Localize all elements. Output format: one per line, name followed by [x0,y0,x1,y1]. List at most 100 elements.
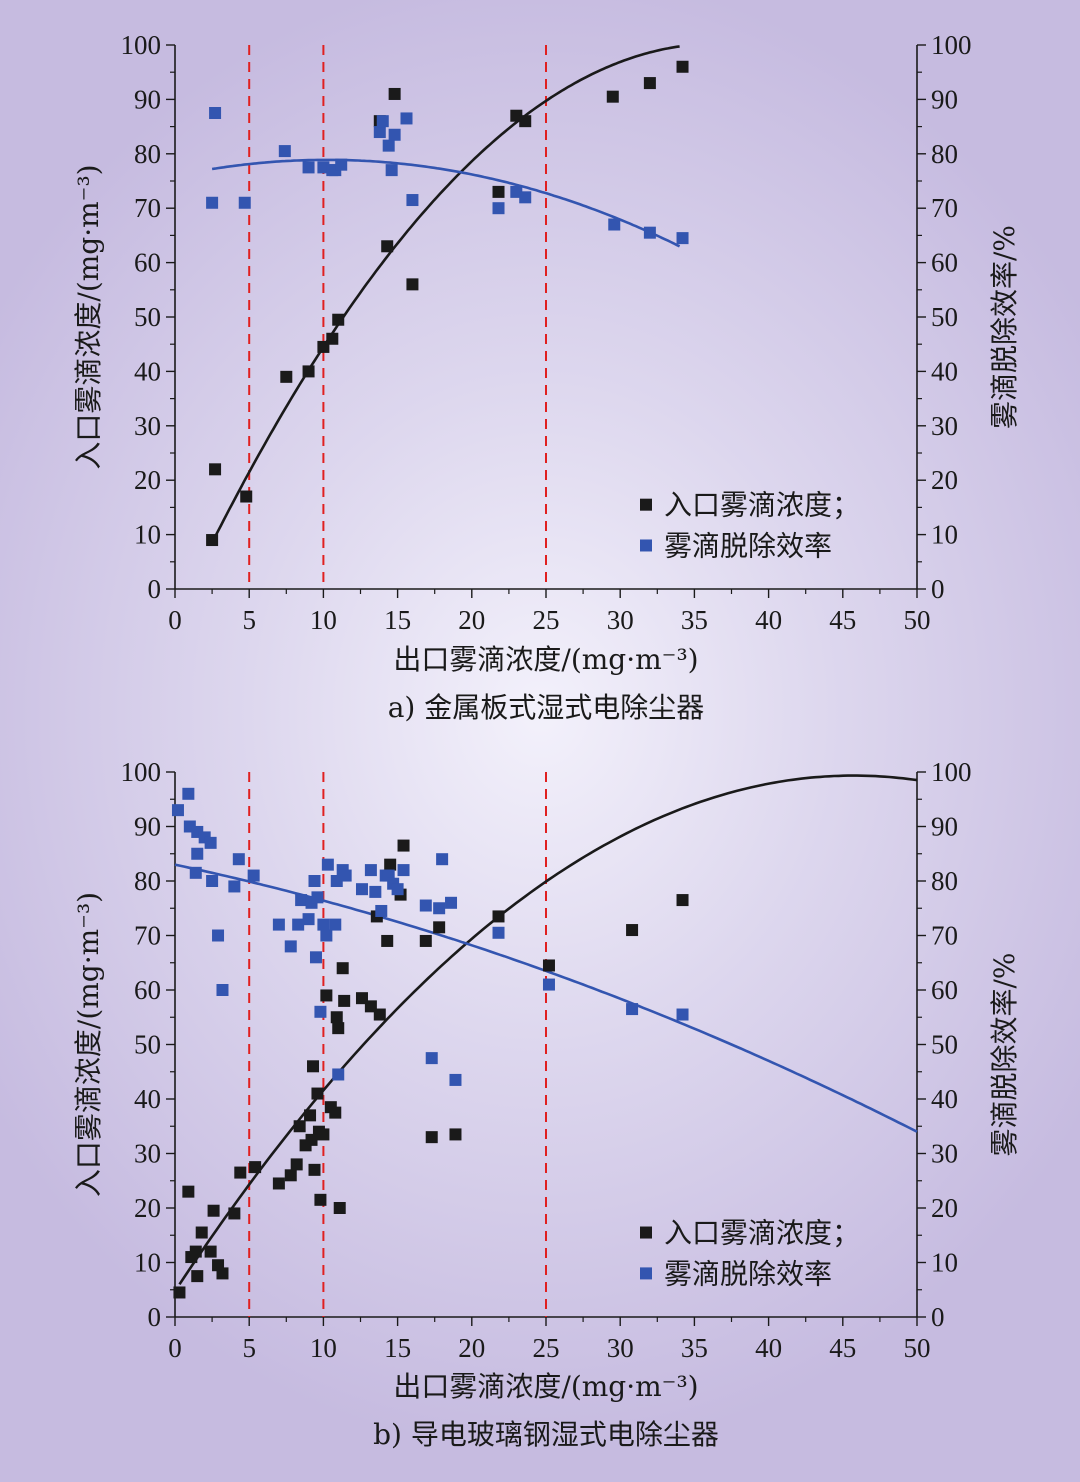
efficiency-data-point [364,864,377,877]
efficiency-data-point [311,891,324,904]
efficiency-data-point [433,902,446,915]
efficiency-data-point [519,191,532,204]
inlet-data-point [388,87,401,100]
y-axis-title-left: 入口雾滴浓度/(mg·m⁻³) [72,892,105,1197]
inlet-data-point [191,1270,204,1283]
inlet-data-point [206,534,219,547]
y-tick-label-left: 60 [134,248,161,278]
inlet-data-point [643,77,656,90]
inlet-data-point [308,1163,321,1176]
y-axis-title-right: 雾滴脱除效率/% [988,225,1021,429]
inlet-data-point [406,278,419,291]
inlet-data-point [272,1177,285,1190]
inlet-data-point [293,1120,306,1133]
inlet-data-point [492,185,505,198]
efficiency-data-point [406,194,419,207]
inlet-data-point [234,1166,247,1179]
x-tick-label: 50 [904,1333,931,1363]
y-tick-label-right: 50 [931,1030,958,1060]
legend-marker-inlet [640,498,652,511]
inlet-fit-curve [178,774,918,1286]
efficiency-data-point [284,940,297,953]
y-tick-label-left: 0 [148,1302,162,1332]
y-tick-label-left: 70 [134,921,161,951]
efficiency-data-point [436,853,449,866]
efficiency-data-point [388,128,401,141]
legend-label-inlet: 入口雾滴浓度； [664,1217,860,1250]
y-axis-title-right: 雾滴脱除效率/% [988,952,1021,1156]
x-tick-label: 10 [310,605,337,635]
legend-marker-efficiency [640,539,652,552]
efficiency-data-point [320,929,333,942]
y-tick-label-right: 100 [931,757,972,787]
x-tick-label: 35 [681,1333,708,1363]
y-tick-label-left: 20 [134,1193,161,1223]
efficiency-data-point [204,836,217,849]
inlet-data-point [204,1245,217,1258]
efficiency-data-point [608,218,621,231]
legend-label-efficiency: 雾滴脱除效率 [664,1257,832,1290]
efficiency-data-point [643,226,656,239]
inlet-data-point [216,1267,229,1280]
inlet-data-point [249,1161,262,1174]
y-tick-label-left: 100 [121,30,162,60]
y-tick-label-right: 70 [931,921,958,951]
efficiency-data-point [375,904,388,917]
inlet-data-point [626,924,639,937]
inlet-data-point [329,1106,342,1119]
legend-marker-efficiency [640,1267,652,1280]
x-tick-label: 20 [458,1333,485,1363]
inlet-data-point [332,313,345,326]
efficiency-data-point [391,883,404,896]
inlet-data-point [182,1185,195,1198]
y-tick-label-left: 10 [134,1248,161,1278]
inlet-data-point [240,490,253,503]
y-tick-label-left: 10 [134,520,161,550]
inlet-data-point [320,989,333,1002]
inlet-fit-curve [210,45,680,544]
inlet-data-point [284,1169,297,1182]
inlet-data-point [676,60,689,73]
y-tick-label-left: 100 [121,757,162,787]
inlet-data-point [542,959,555,972]
efficiency-fit-curve [211,158,681,248]
inlet-data-point [207,1204,220,1217]
x-tick-label: 25 [533,605,560,635]
y-tick-label-right: 60 [931,248,958,278]
efficiency-data-point [355,883,368,896]
efficiency-data-point [419,899,432,912]
x-tick-label: 15 [384,605,411,635]
inlet-data-point [209,463,222,476]
y-tick-label-right: 20 [931,1193,958,1223]
x-tick-label: 20 [458,605,485,635]
efficiency-data-point [445,896,458,909]
efficiency-data-point [332,1068,345,1081]
inlet-data-point [336,962,349,975]
inlet-data-point [314,1193,327,1206]
efficiency-data-point [382,139,395,152]
y-tick-label-right: 0 [931,1302,945,1332]
inlet-data-point [317,1128,330,1141]
y-tick-label-left: 60 [134,975,161,1005]
chart-caption: a) 金属板式湿式电除尘器 [388,691,705,724]
x-tick-label: 15 [384,1333,411,1363]
efficiency-data-point [295,894,308,907]
inlet-data-point [304,1109,317,1122]
efficiency-data-point [292,918,305,931]
efficiency-data-point [182,787,195,800]
efficiency-data-point [397,864,410,877]
inlet-data-point [290,1158,303,1171]
x-tick-label: 45 [829,605,856,635]
y-tick-label-right: 10 [931,520,958,550]
efficiency-data-point [302,161,315,174]
efficiency-data-point [272,918,285,931]
x-axis-title: 出口雾滴浓度/(mg·m⁻³) [393,1370,698,1403]
efficiency-data-point [492,926,505,939]
y-tick-label-right: 80 [931,866,958,896]
y-tick-label-left: 90 [134,812,161,842]
efficiency-data-point [335,158,348,171]
efficiency-data-point [376,115,389,128]
y-tick-label-left: 80 [134,139,161,169]
